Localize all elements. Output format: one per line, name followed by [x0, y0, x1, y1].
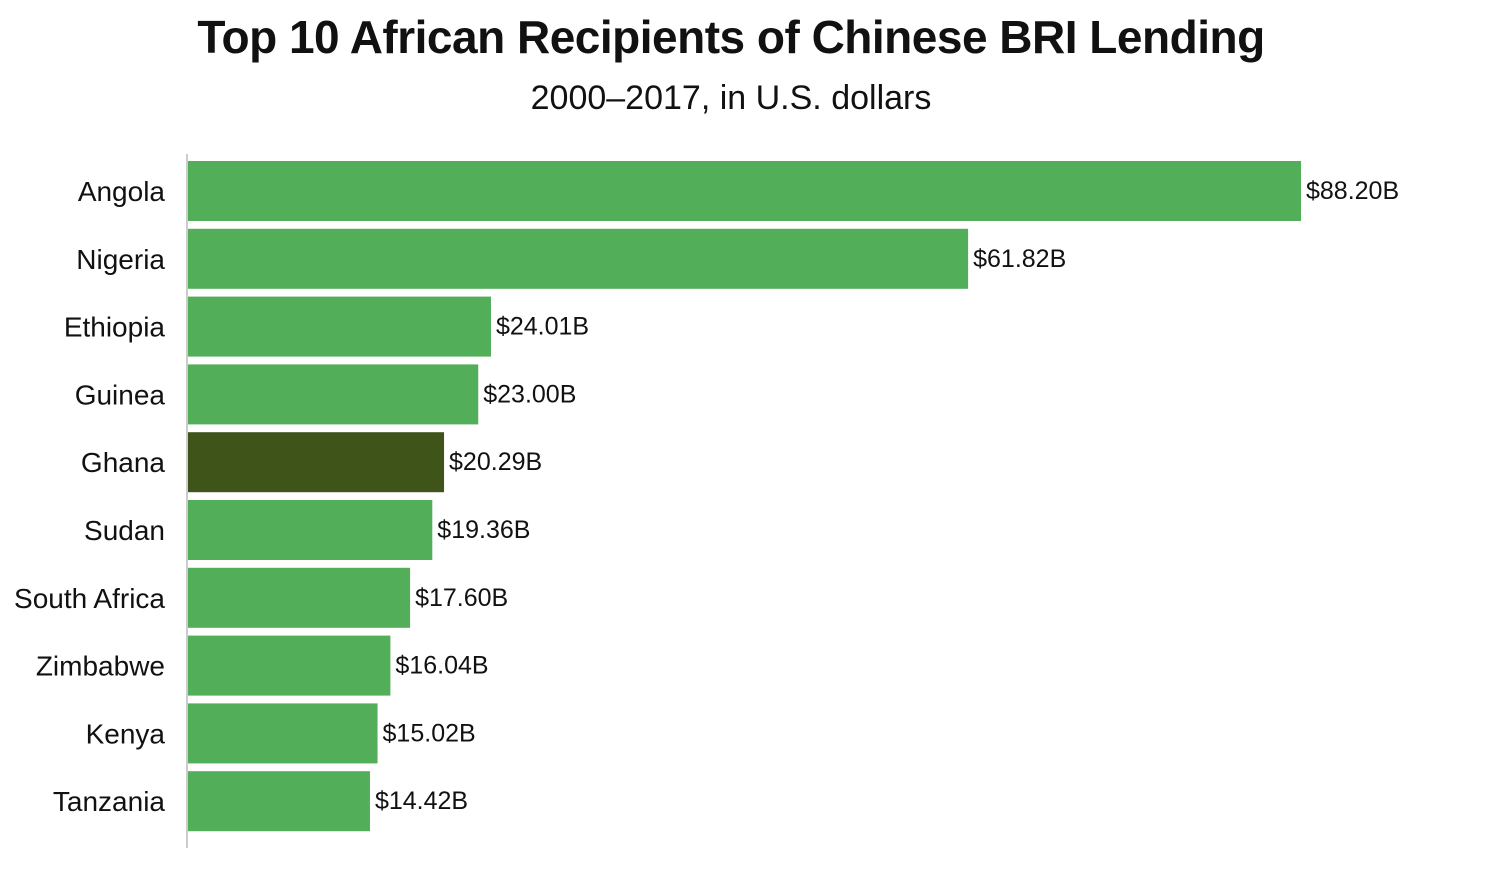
value-label-angola: $88.20B: [1306, 177, 1399, 205]
bar-kenya: [188, 703, 378, 764]
category-label-guinea: Guinea: [75, 379, 166, 410]
value-label-south-africa: $17.60B: [415, 584, 508, 612]
bar-ethiopia: [188, 296, 491, 357]
category-label-ghana: Ghana: [81, 447, 165, 478]
bar-tanzania: [188, 771, 370, 832]
chart-title: Top 10 African Recipients of Chinese BRI…: [197, 11, 1265, 63]
category-label-kenya: Kenya: [86, 718, 166, 749]
bars-group: Angola $88.20B Nigeria $61.82B Ethiopia $24.0…: [14, 161, 1399, 832]
value-label-ghana: $20.29B: [449, 448, 542, 476]
value-label-kenya: $15.02B: [383, 719, 476, 747]
bar-sudan: [188, 500, 433, 560]
category-label-ethiopia: Ethiopia: [64, 312, 166, 343]
bar-nigeria: [188, 228, 969, 289]
category-label-sudan: Sudan: [84, 515, 165, 546]
value-label-guinea: $23.00B: [483, 380, 576, 408]
category-label-nigeria: Nigeria: [76, 244, 165, 275]
chart-subtitle: 2000–2017, in U.S. dollars: [530, 79, 932, 117]
bar-south-africa: [188, 567, 411, 628]
category-label-tanzania: Tanzania: [53, 786, 166, 817]
bar-zimbabwe: [188, 635, 391, 696]
bar-angola: [188, 161, 1301, 221]
value-label-nigeria: $61.82B: [973, 245, 1066, 273]
bar-ghana: [188, 432, 445, 493]
value-label-ethiopia: $24.01B: [496, 313, 589, 341]
category-label-angola: Angola: [78, 176, 166, 207]
value-label-zimbabwe: $16.04B: [395, 652, 488, 680]
category-label-zimbabwe: Zimbabwe: [36, 651, 165, 682]
bar-guinea: [188, 364, 479, 425]
category-label-south-africa: South Africa: [14, 583, 165, 614]
value-label-tanzania: $14.42B: [375, 787, 468, 815]
value-label-sudan: $19.36B: [437, 516, 530, 544]
